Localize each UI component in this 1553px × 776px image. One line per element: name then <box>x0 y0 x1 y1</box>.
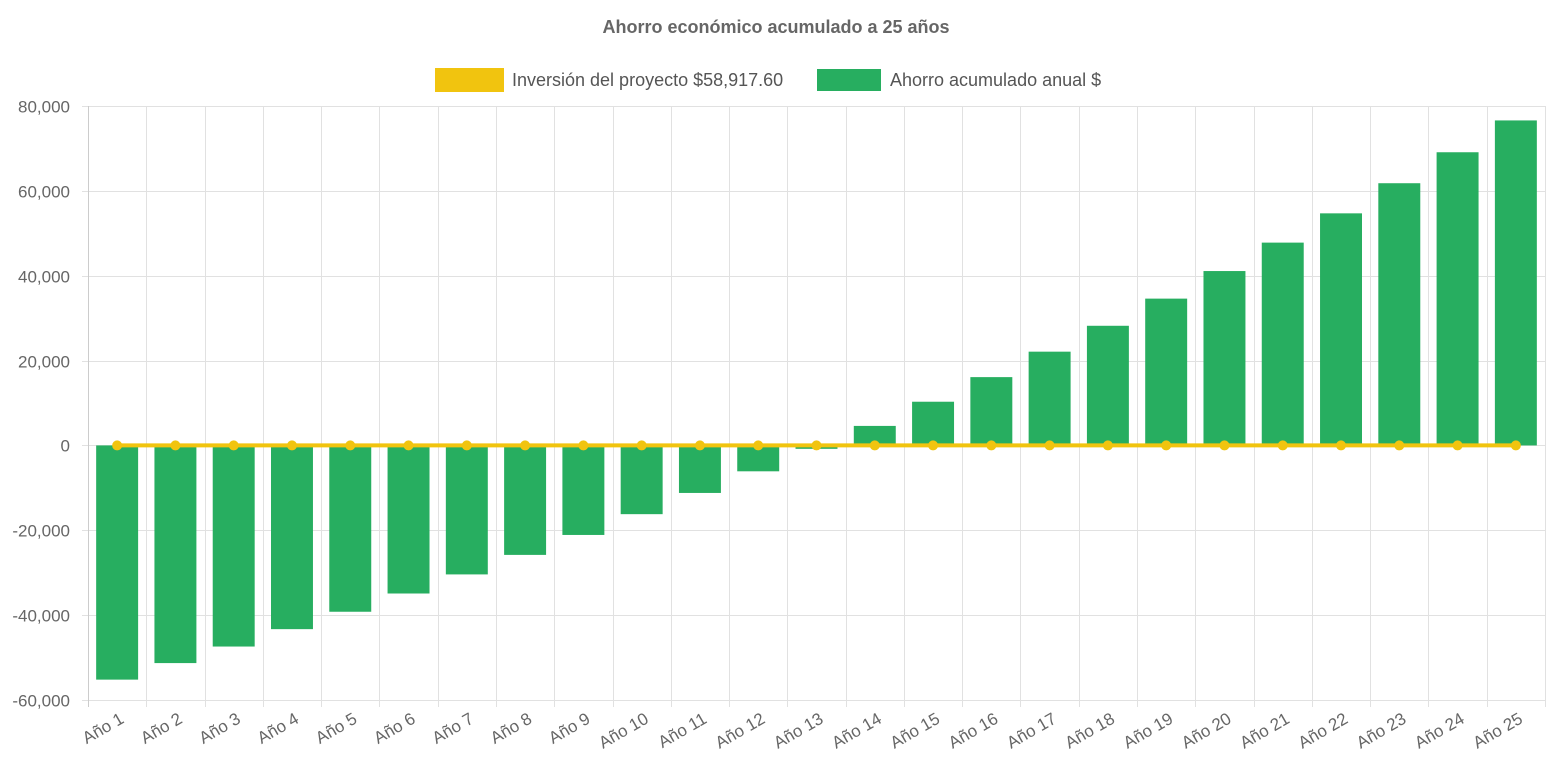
x-tick-label: Año 4 <box>254 709 302 748</box>
line-investment <box>112 440 1521 451</box>
x-tick-label: Año 21 <box>1237 709 1293 752</box>
investment-point-9[interactable] <box>578 440 589 451</box>
investment-point-24[interactable] <box>1452 440 1463 451</box>
x-tick-label: Año 13 <box>770 709 826 752</box>
bar-3[interactable] <box>212 445 255 647</box>
x-tick-label: Año 6 <box>371 709 419 748</box>
investment-point-13[interactable] <box>811 440 822 451</box>
investment-point-15[interactable] <box>928 440 939 451</box>
bar-7[interactable] <box>445 445 488 575</box>
investment-point-1[interactable] <box>112 440 123 451</box>
investment-point-5[interactable] <box>345 440 356 451</box>
investment-point-20[interactable] <box>1219 440 1230 451</box>
investment-point-11[interactable] <box>694 440 705 451</box>
bar-14[interactable] <box>853 425 896 446</box>
x-tick-label: Año 15 <box>887 709 943 752</box>
bar-15[interactable] <box>912 401 955 446</box>
bar-22[interactable] <box>1320 213 1363 446</box>
investment-point-7[interactable] <box>461 440 472 451</box>
legend-item-savings[interactable]: Ahorro acumulado anual $ <box>817 69 1101 91</box>
legend-swatch-savings <box>817 69 881 91</box>
y-tick-label: 0 <box>61 437 70 456</box>
x-tick-label: Año 5 <box>312 709 360 748</box>
bar-10[interactable] <box>620 445 663 515</box>
x-tick-label: Año 19 <box>1120 709 1176 752</box>
x-tick-label: Año 11 <box>655 709 710 752</box>
investment-point-3[interactable] <box>228 440 239 451</box>
investment-point-8[interactable] <box>520 440 531 451</box>
y-tick-label: 60,000 <box>18 183 70 202</box>
bar-19[interactable] <box>1145 298 1188 446</box>
bar-8[interactable] <box>504 445 547 555</box>
investment-point-14[interactable] <box>869 440 880 451</box>
x-tick-label: Año 14 <box>829 709 885 752</box>
y-tick-label: 40,000 <box>18 268 70 287</box>
bar-2[interactable] <box>154 445 197 664</box>
x-tick-label: Año 22 <box>1295 709 1351 752</box>
bar-1[interactable] <box>96 445 139 680</box>
x-tick-label: Año 7 <box>429 709 477 748</box>
x-tick-label: Año 16 <box>945 709 1001 752</box>
legend-item-investment[interactable]: Inversión del proyecto $58,917.60 <box>435 68 783 92</box>
x-tick-label: Año 25 <box>1470 709 1526 752</box>
bar-9[interactable] <box>562 445 605 535</box>
chart-title: Ahorro económico acumulado a 25 años <box>602 17 949 37</box>
bar-18[interactable] <box>1086 325 1129 446</box>
bar-25[interactable] <box>1494 120 1537 446</box>
bar-4[interactable] <box>270 445 313 630</box>
investment-point-4[interactable] <box>286 440 297 451</box>
bar-11[interactable] <box>678 445 721 493</box>
investment-point-19[interactable] <box>1161 440 1172 451</box>
x-tick-label: Año 10 <box>595 709 651 752</box>
x-tick-label: Año 1 <box>79 709 127 748</box>
legend: Inversión del proyecto $58,917.60 Ahorro… <box>435 68 1101 92</box>
investment-point-17[interactable] <box>1044 440 1055 451</box>
x-tick-label: Año 12 <box>712 709 768 752</box>
legend-label-investment: Inversión del proyecto $58,917.60 <box>512 70 783 90</box>
bar-20[interactable] <box>1203 271 1246 446</box>
investment-point-21[interactable] <box>1277 440 1288 451</box>
bar-24[interactable] <box>1436 152 1479 446</box>
y-tick-label: -60,000 <box>12 692 70 711</box>
x-tick-label: Año 23 <box>1353 709 1409 752</box>
investment-point-16[interactable] <box>986 440 997 451</box>
legend-swatch-investment <box>435 68 504 92</box>
investment-point-23[interactable] <box>1394 440 1405 451</box>
investment-point-10[interactable] <box>636 440 647 451</box>
grid <box>82 106 1546 707</box>
bars-savings <box>96 120 1537 680</box>
bar-21[interactable] <box>1261 242 1304 446</box>
x-axis: Año 1 Año 2 Año 3 Año 4 Año 5 Año 6 Año 7 Año 8… <box>79 709 1526 752</box>
bar-16[interactable] <box>970 377 1013 446</box>
x-tick-label: Año 9 <box>545 709 593 748</box>
x-tick-label: Año 8 <box>487 709 535 748</box>
bar-6[interactable] <box>387 445 430 594</box>
x-tick-label: Año 17 <box>1003 709 1059 752</box>
investment-point-18[interactable] <box>1102 440 1113 451</box>
investment-point-12[interactable] <box>753 440 764 451</box>
investment-point-25[interactable] <box>1510 440 1521 451</box>
x-tick-label: Año 2 <box>137 709 185 748</box>
x-tick-label: Año 24 <box>1411 709 1467 752</box>
investment-point-22[interactable] <box>1336 440 1347 451</box>
y-axis: 80,000 60,000 40,000 20,000 0 -20,000 -40,000 -… <box>12 98 70 711</box>
investment-point-2[interactable] <box>170 440 181 451</box>
legend-label-savings: Ahorro acumulado anual $ <box>890 70 1101 90</box>
bar-23[interactable] <box>1378 183 1421 446</box>
bar-17[interactable] <box>1028 351 1071 446</box>
investment-point-6[interactable] <box>403 440 414 451</box>
x-tick-label: Año 18 <box>1062 709 1118 752</box>
y-tick-label: -20,000 <box>12 522 70 541</box>
y-tick-label: 80,000 <box>18 98 70 117</box>
x-tick-label: Año 3 <box>196 709 244 748</box>
y-tick-label: -40,000 <box>12 607 70 626</box>
x-tick-label: Año 20 <box>1178 709 1234 752</box>
y-tick-label: 20,000 <box>18 353 70 372</box>
bar-5[interactable] <box>329 445 372 612</box>
